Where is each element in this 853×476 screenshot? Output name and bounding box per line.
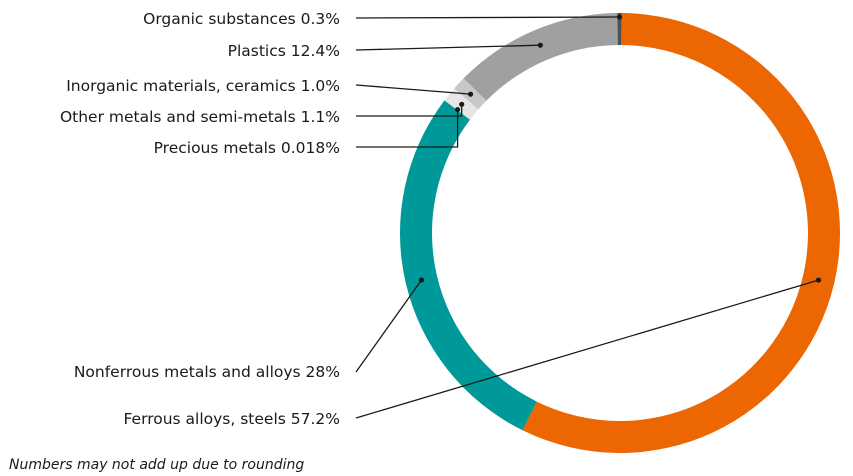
callout-dot-organic-substances — [616, 14, 623, 20]
callout-dot-plastics — [537, 42, 543, 48]
label-nonferrous-metals: Nonferrous metals and alloys 28% — [74, 363, 340, 381]
callout-dot-ferrous-alloys — [815, 277, 822, 283]
label-ferrous-alloys: Ferrous alloys, steels 57.2% — [123, 410, 340, 428]
callout-line-ferrous-alloys — [355, 279, 819, 419]
callout-lines — [355, 14, 822, 419]
callout-line-precious-metals — [356, 109, 459, 148]
callout-line-nonferrous-metals — [355, 279, 423, 373]
callout-dot-nonferrous-metals — [418, 277, 425, 283]
label-other-metals: Other metals and semi-metals 1.1% — [60, 108, 340, 126]
slice-nonferrous-metals — [400, 100, 537, 431]
label-inorganic-materials: Inorganic materials, ceramics 1.0% — [66, 77, 340, 95]
callout-line-organic-substances — [355, 16, 620, 19]
label-organic-substances: Organic substances 0.3% — [143, 10, 340, 28]
footnote: Numbers may not add up due to rounding — [9, 457, 304, 473]
label-precious-metals: Precious metals 0.018% — [154, 139, 340, 157]
callout-dot-precious-metals — [454, 106, 461, 113]
slice-ferrous-alloys — [522, 13, 840, 453]
callout-dot-other-metals — [459, 101, 465, 107]
label-plastics: Plastics 12.4% — [228, 42, 340, 60]
callout-line-plastics — [355, 44, 541, 51]
callout-dot-inorganic-materials — [467, 91, 474, 97]
slice-plastics — [463, 13, 618, 101]
callout-line-inorganic-materials — [355, 84, 471, 95]
callout-line-other-metals — [356, 104, 463, 117]
donut-slices — [400, 12, 840, 453]
slice-organic-substances — [617, 12, 622, 46]
